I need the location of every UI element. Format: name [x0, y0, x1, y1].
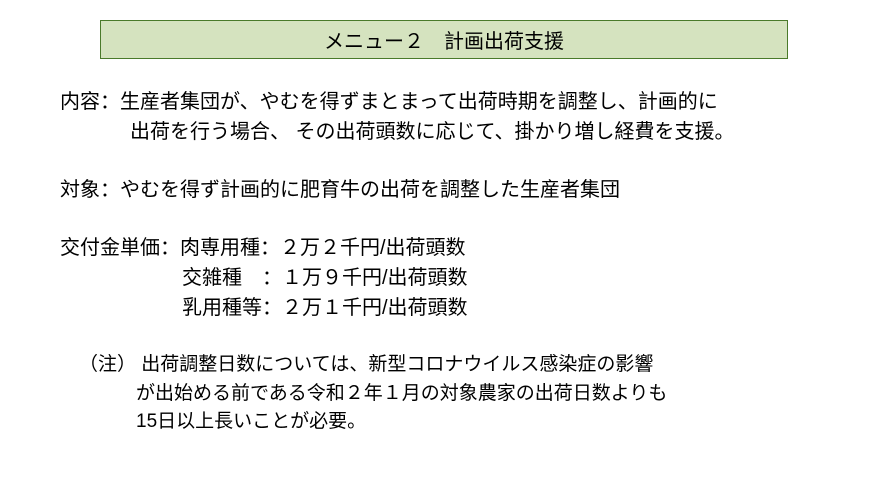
note-line-2: が出始める前である令和２年１月の対象農家の出荷日数よりも [79, 380, 828, 409]
content-section: 内容：生産者集団が、やむを得ずまとまって出荷時期を調整し、計画的に 出荷を行う場… [60, 87, 828, 147]
menu-title-bar: メニュー２ 計画出荷支援 [100, 20, 788, 59]
note-section: （注） 出荷調整日数については、新型コロナウイルス感染症の影響 が出始める前であ… [60, 351, 828, 437]
note-line-3: 15日以上長いことが必要。 [79, 408, 828, 437]
menu-title-text: メニュー２ 計画出荷支援 [324, 31, 564, 53]
document-page: メニュー２ 計画出荷支援 内容：生産者集団が、やむを得ずまとまって出荷時期を調整… [0, 0, 888, 500]
content-line-1: 内容：生産者集団が、やむを得ずまとまって出荷時期を調整し、計画的に [60, 87, 828, 117]
price-section: 交付金単価：肉専用種：２万２千円/出荷頭数 交雑種 ：１万９千円/出荷頭数 乳用… [60, 233, 828, 323]
content-line-2: 出荷を行う場合、 その出荷頭数に応じて、掛かり増し経費を支援。 [60, 117, 828, 147]
price-line-2: 交雑種 ：１万９千円/出荷頭数 [60, 263, 828, 293]
price-line-3: 乳用種等：２万１千円/出荷頭数 [60, 293, 828, 323]
target-line: 対象：やむを得ず計画的に肥育牛の出荷を調整した生産者集団 [60, 175, 828, 205]
price-line-1: 交付金単価：肉専用種：２万２千円/出荷頭数 [60, 233, 828, 263]
note-line-1: （注） 出荷調整日数については、新型コロナウイルス感染症の影響 [79, 351, 828, 380]
target-section: 対象：やむを得ず計画的に肥育牛の出荷を調整した生産者集団 [60, 175, 828, 205]
